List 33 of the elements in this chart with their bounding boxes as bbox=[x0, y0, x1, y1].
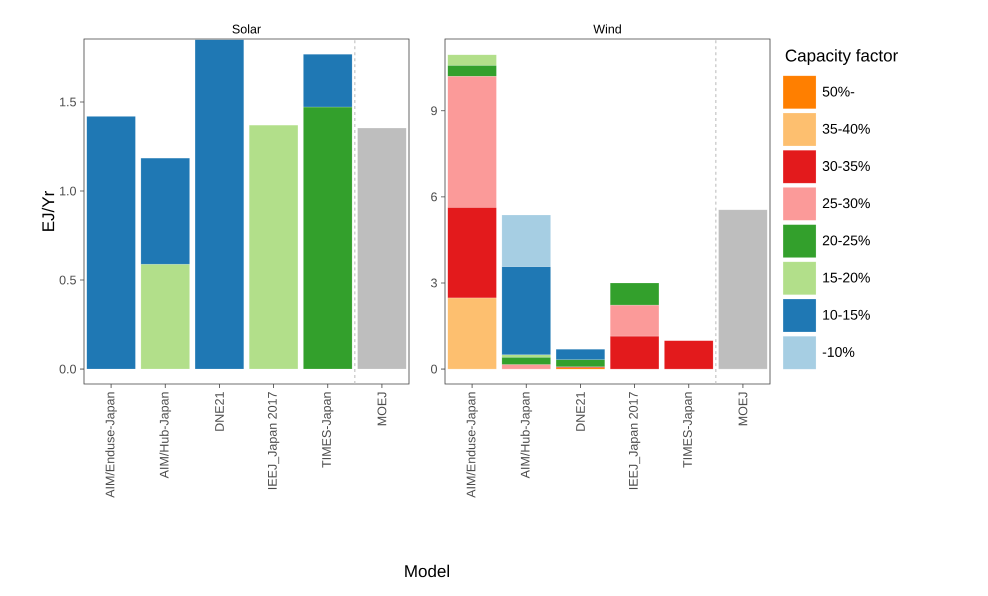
x-tick-label: DNE21 bbox=[576, 392, 585, 431]
legend-label: 30-35% bbox=[822, 161, 870, 171]
legend-label: -10% bbox=[822, 347, 854, 357]
x-tick-label: DNE21 bbox=[215, 392, 224, 431]
y-tick-label: 3 bbox=[431, 278, 437, 288]
x-tick-label: AIM/Hub-Japan bbox=[159, 392, 172, 478]
x-tick-label: IEEJ_Japan 2017 bbox=[628, 392, 640, 490]
chart-title: Solar bbox=[232, 24, 261, 34]
y-tick-label: 1.5 bbox=[60, 98, 76, 106]
x-tick-label: MOEJ bbox=[377, 392, 386, 426]
x-tick-label: AIM/Enduse-Japan bbox=[466, 392, 478, 498]
y-axis-title: EJ/Yr bbox=[42, 191, 54, 231]
chart-title: Wind bbox=[593, 24, 621, 34]
y-tick-label: 0.0 bbox=[60, 364, 76, 374]
y-tick-label: 0.5 bbox=[60, 276, 76, 284]
x-tick-label: TIMES-Japan bbox=[322, 392, 334, 468]
y-tick-label: 6 bbox=[431, 192, 437, 202]
y-tick-label: 1.0 bbox=[60, 186, 76, 196]
x-tick-label: IEEJ_Japan 2017 bbox=[268, 392, 280, 490]
x-tick-label: TIMES-Japan bbox=[683, 392, 694, 468]
x-axis-title: Model bbox=[405, 564, 450, 578]
legend-label: 35-40% bbox=[822, 124, 870, 134]
x-tick-label: AIM/Enduse-Japan bbox=[105, 392, 117, 498]
x-tick-label: AIM/Hub-Japan bbox=[520, 392, 532, 478]
legend-label: 20-25% bbox=[822, 235, 870, 246]
legend-label: 25-30% bbox=[822, 198, 870, 208]
y-tick-label: 9 bbox=[431, 106, 437, 116]
legend-label: 50%- bbox=[822, 86, 854, 97]
x-tick-label: MOEJ bbox=[738, 392, 748, 426]
legend-label: 15-20% bbox=[823, 272, 870, 283]
legend-label: 10-15% bbox=[823, 310, 870, 320]
y-tick-label: 0 bbox=[431, 364, 437, 374]
legend-title: Capacity factor bbox=[786, 49, 898, 65]
